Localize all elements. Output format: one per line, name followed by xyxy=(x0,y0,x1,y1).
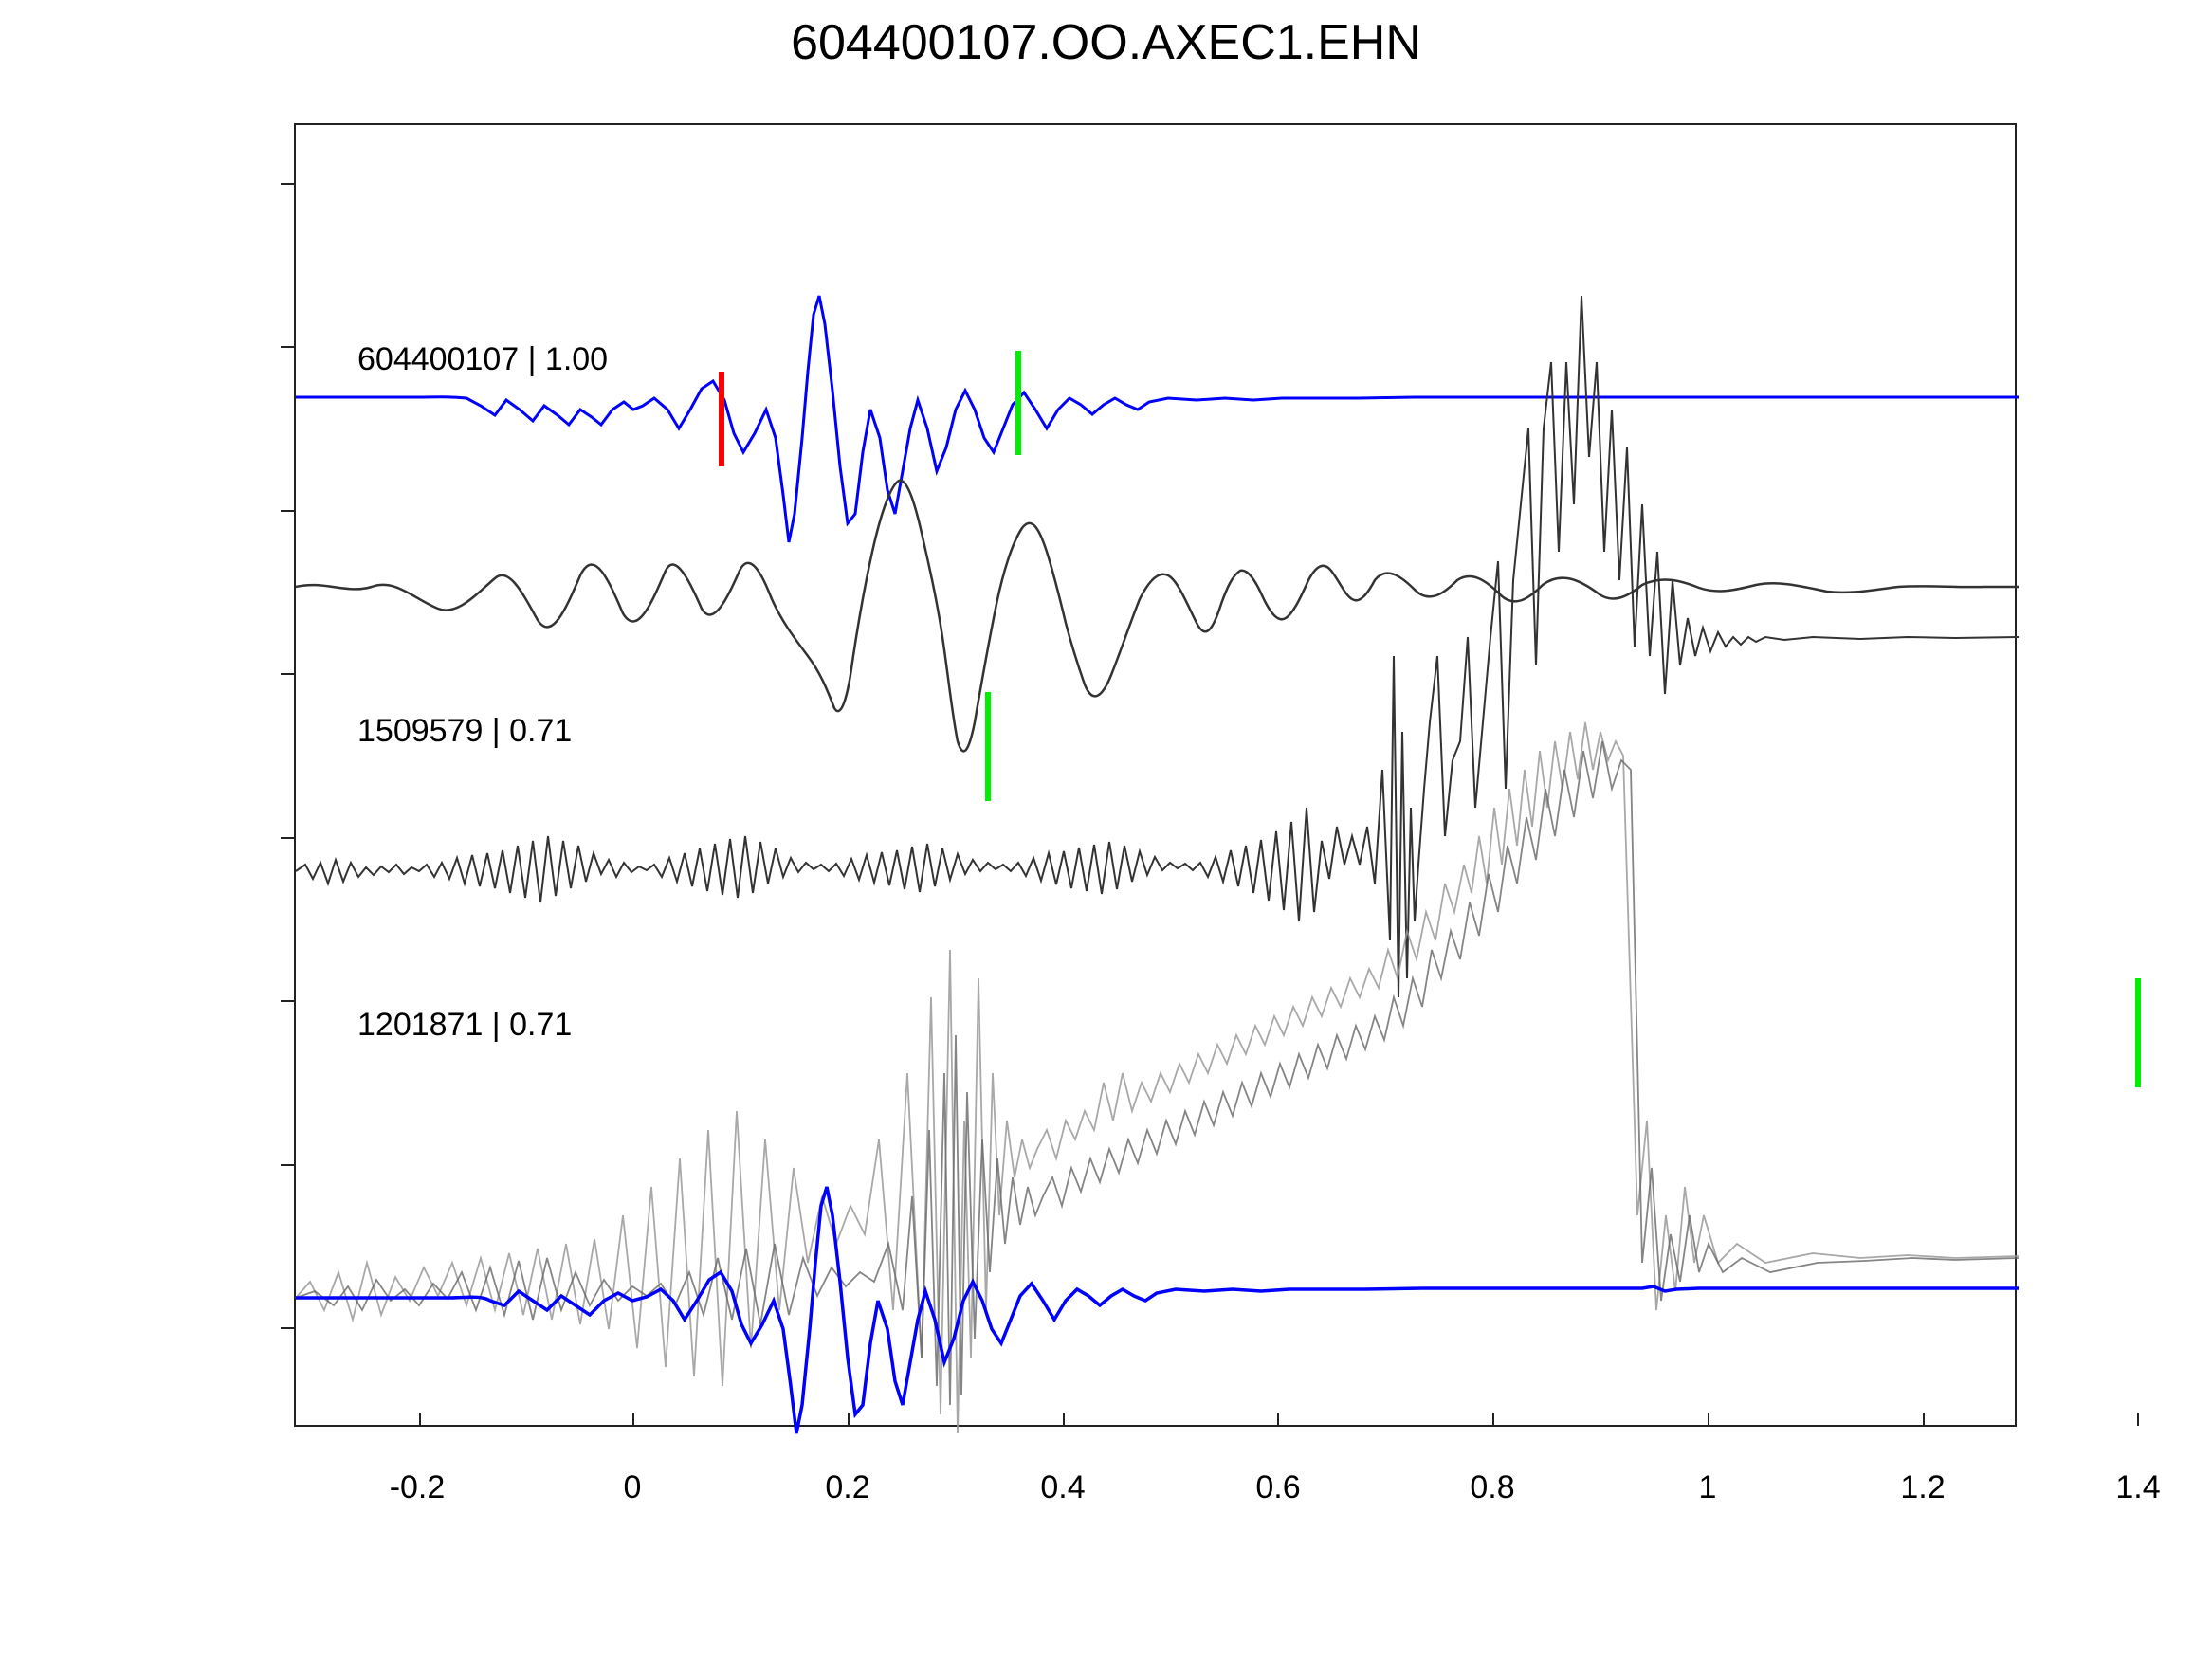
xtick-label-0: -0.2 xyxy=(390,1469,446,1506)
xtick-label-8: 1.4 xyxy=(2115,1469,2160,1506)
xtick-label-5: 0.8 xyxy=(1470,1469,1514,1506)
plot-area: 604400107 | 1.00 1509579 | 0.71 1201871 … xyxy=(294,123,2017,1427)
seismogram-chart: 604400107.OO.AXEC1.EHN 604400107 | 1.00 … xyxy=(0,0,2212,1659)
trace4-svg xyxy=(296,125,2019,1429)
xtick-label-7: 1.2 xyxy=(1900,1469,1945,1506)
xtick-label-6: 1 xyxy=(1699,1469,1717,1506)
chart-title: 604400107.OO.AXEC1.EHN xyxy=(0,14,2212,71)
xtick-label-2: 0.2 xyxy=(825,1469,869,1506)
xtick-label-3: 0.4 xyxy=(1040,1469,1085,1506)
xtick-label-4: 0.6 xyxy=(1255,1469,1300,1506)
trace3-green-marker xyxy=(2135,978,2141,1087)
xtick-label-1: 0 xyxy=(624,1469,642,1506)
